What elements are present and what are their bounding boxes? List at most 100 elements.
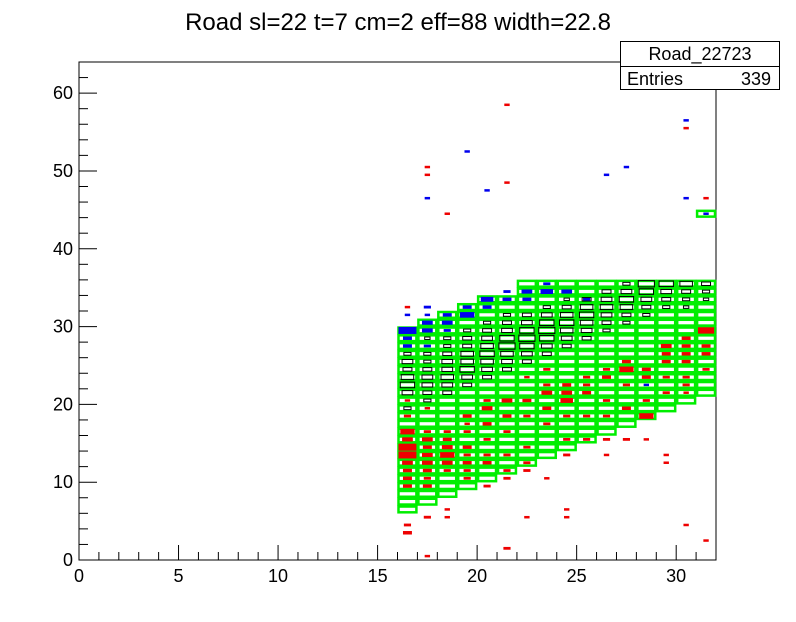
hit-cell [564, 508, 570, 511]
road-cell [675, 341, 697, 351]
hit-cell [683, 126, 689, 130]
road-cell [556, 365, 577, 374]
hit-cell [402, 336, 412, 340]
road-cell [476, 334, 498, 343]
road-cell [596, 279, 617, 288]
hit-cell [561, 390, 573, 395]
hit-cell [484, 189, 490, 192]
hit-cell [643, 438, 650, 441]
road-cell [556, 419, 577, 428]
hit-cell [602, 367, 611, 371]
x-tick-label: 15 [368, 566, 388, 586]
road-cell [417, 334, 438, 343]
hit-cell [402, 460, 413, 465]
road-cell [476, 419, 498, 428]
road-cell [556, 334, 577, 343]
hit-cell [681, 352, 691, 356]
road-cell [496, 396, 518, 405]
hit-cell [442, 313, 452, 317]
road-cell [556, 341, 577, 351]
hit-cell [663, 461, 669, 464]
road-cell [596, 404, 617, 413]
hit-cell [702, 297, 710, 302]
road-cell [656, 334, 677, 343]
road-cell [456, 427, 478, 436]
road-cell [437, 380, 458, 390]
road-cell [417, 489, 438, 498]
hit-cell [443, 336, 452, 341]
road-cell [496, 466, 518, 475]
road-cell [695, 295, 717, 304]
road-cell [556, 404, 577, 413]
hit-cell [543, 367, 551, 371]
road-cell [556, 279, 577, 288]
road-cell [536, 380, 557, 390]
hit-cell [479, 350, 495, 358]
hit-cell [422, 445, 432, 449]
hit-cell [462, 382, 473, 388]
road-cell [417, 396, 438, 405]
road-cell [695, 318, 717, 327]
hit-cell [563, 297, 570, 302]
stats-entries-label: Entries [627, 69, 684, 89]
road-cell [437, 427, 458, 436]
road-cell [476, 388, 498, 397]
road-cell [576, 341, 597, 351]
hit-cell [583, 414, 591, 418]
hit-cell [482, 374, 493, 380]
road-cell [596, 427, 617, 436]
road-cell [397, 349, 418, 358]
hit-cell [443, 344, 452, 348]
hit-cell [461, 374, 474, 380]
road-cell [496, 357, 518, 366]
road-cell [576, 396, 597, 405]
road-cell [556, 349, 577, 358]
hit-cell [424, 173, 431, 177]
hit-cell [441, 366, 454, 372]
hit-cell [523, 469, 531, 472]
road-cell [437, 411, 458, 421]
road-cell [496, 318, 518, 327]
hit-cell [482, 422, 492, 426]
hit-cell [602, 437, 611, 441]
hit-cell [602, 375, 611, 379]
road-cell [476, 404, 498, 413]
hit-cell [500, 350, 514, 357]
road-cell [616, 411, 637, 421]
road-cell [596, 326, 617, 335]
road-cell [437, 326, 458, 335]
road-cell [496, 310, 518, 320]
road-cell [695, 302, 717, 312]
hit-cell [540, 312, 553, 318]
road-cell [636, 380, 657, 390]
hit-cell [638, 288, 654, 295]
hit-cell [541, 351, 552, 357]
hit-cell [421, 437, 433, 442]
hit-cell [421, 460, 433, 465]
stats-histogram-name: Road_22723 [621, 42, 779, 67]
road-cell [616, 334, 637, 343]
road-cell [417, 365, 438, 374]
hit-cell [563, 453, 571, 457]
road-cell [476, 318, 498, 327]
hit-cell [701, 281, 712, 287]
hit-cell [580, 327, 593, 334]
hit-cell [402, 344, 412, 348]
road-cell [636, 357, 657, 366]
stats-entries-value: 339 [740, 69, 771, 89]
hit-cell [422, 484, 432, 488]
y-tick-label: 50 [53, 161, 73, 181]
hit-cell [561, 289, 573, 294]
plot-area: 0 5 10 15 20 25 30 0 10 20 30 40 50 60 [53, 61, 717, 586]
road-cell [516, 302, 538, 312]
road-cell [516, 349, 538, 358]
hit-cell [403, 406, 412, 411]
road-cell [616, 373, 637, 382]
road-cell [397, 388, 418, 397]
hit-cell [464, 422, 470, 426]
road-cell [576, 404, 597, 413]
road-cell [476, 396, 498, 405]
hit-cell [579, 304, 594, 311]
x-tick-label: 5 [174, 566, 184, 586]
hit-cell [563, 437, 571, 441]
